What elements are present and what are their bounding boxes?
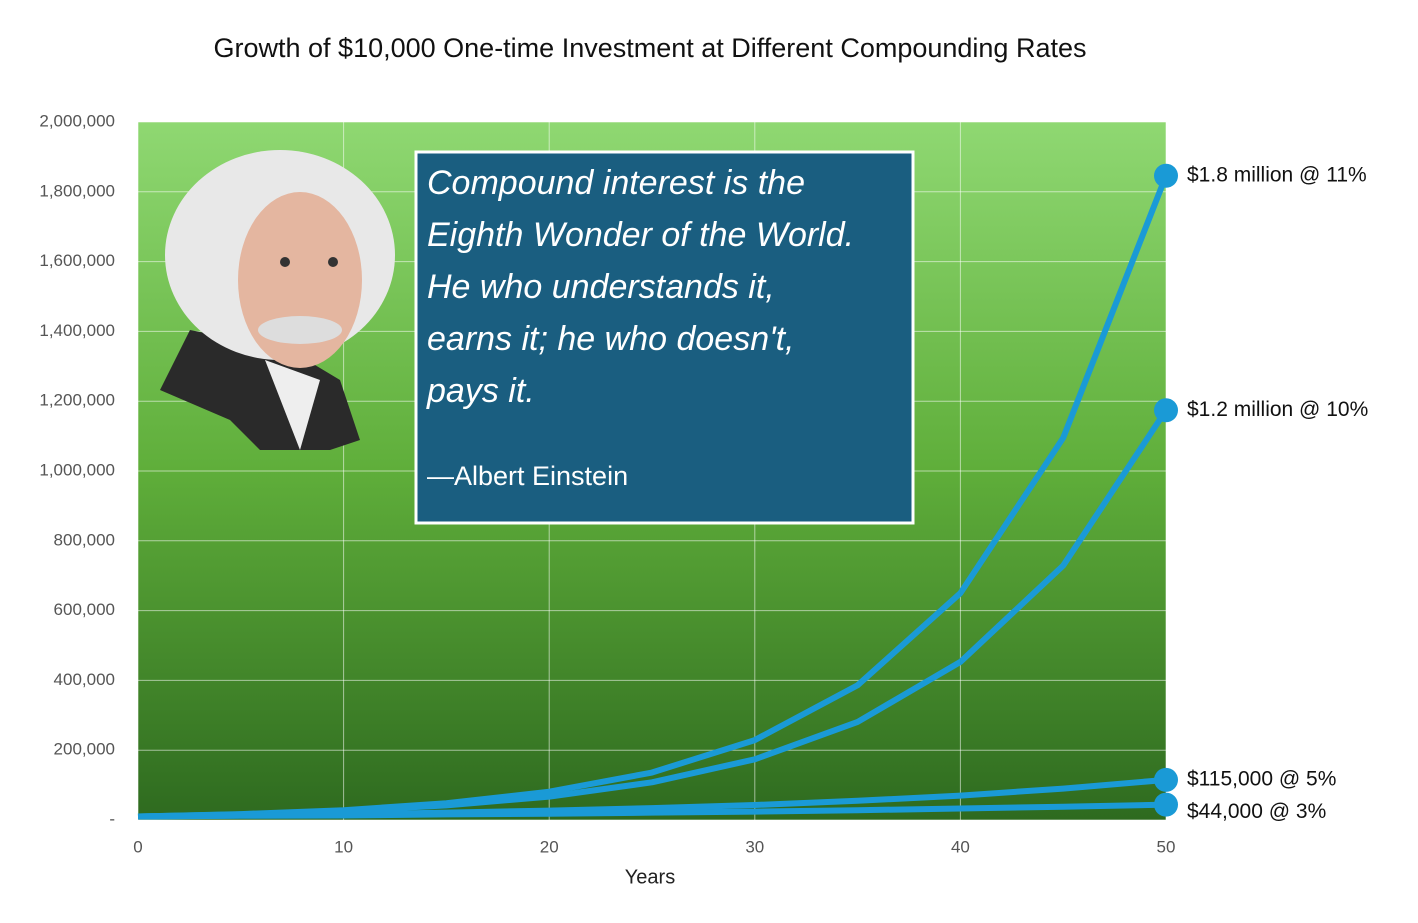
series-label: $1.8 million @ 11% xyxy=(1187,163,1367,186)
chart-title: Growth of $10,000 One-time Investment at… xyxy=(214,33,1087,63)
series-label: $44,000 @ 3% xyxy=(1187,800,1326,823)
quote-line: earns it; he who doesn't, xyxy=(427,320,795,358)
y-tick-label: 400,000 xyxy=(54,670,115,689)
quote-box: Compound interest is the Eighth Wonder of… xyxy=(414,150,915,525)
series-label: $115,000 @ 5% xyxy=(1187,767,1336,790)
quote-background xyxy=(414,150,915,525)
y-tick-label: 1,800,000 xyxy=(39,181,115,200)
x-tick-label: 20 xyxy=(540,837,559,856)
y-tick-label: 800,000 xyxy=(54,530,115,549)
quote-attribution: —Albert Einstein xyxy=(427,461,628,491)
x-tick-label: 30 xyxy=(745,837,764,856)
x-tick-label: 40 xyxy=(951,837,970,856)
quote-text: Compound interest is the Eighth Wonder of… xyxy=(426,164,854,410)
x-tick-label: 50 xyxy=(1157,837,1176,856)
end-marker xyxy=(1154,792,1178,817)
y-tick-label: 1,400,000 xyxy=(39,321,115,340)
x-tick-label: 10 xyxy=(334,837,353,856)
x-tick-label: 0 xyxy=(133,837,142,856)
y-tick-label: 1,000,000 xyxy=(39,460,115,479)
y-tick-label: 1,200,000 xyxy=(39,391,115,410)
quote-line: pays it. xyxy=(426,372,535,410)
series-label: $1.2 million @ 10% xyxy=(1187,398,1368,421)
y-tick-label: 600,000 xyxy=(54,600,115,619)
end-marker xyxy=(1154,767,1178,792)
quote-line: He who understands it, xyxy=(427,268,775,306)
y-tick-label: 2,000,000 xyxy=(39,111,115,130)
end-marker xyxy=(1154,163,1178,188)
y-tick-label: 1,600,000 xyxy=(39,251,115,270)
end-marker xyxy=(1154,398,1178,423)
plot xyxy=(137,163,1178,820)
y-tick-label: 200,000 xyxy=(54,740,115,759)
series-line xyxy=(137,801,1167,820)
quote-line: Compound interest is the xyxy=(427,164,805,202)
einstein-illustration xyxy=(160,150,395,450)
x-axis-label: Years xyxy=(625,866,675,888)
y-tick-label: - xyxy=(109,809,115,828)
quote-line: Eighth Wonder of the World. xyxy=(427,216,854,254)
